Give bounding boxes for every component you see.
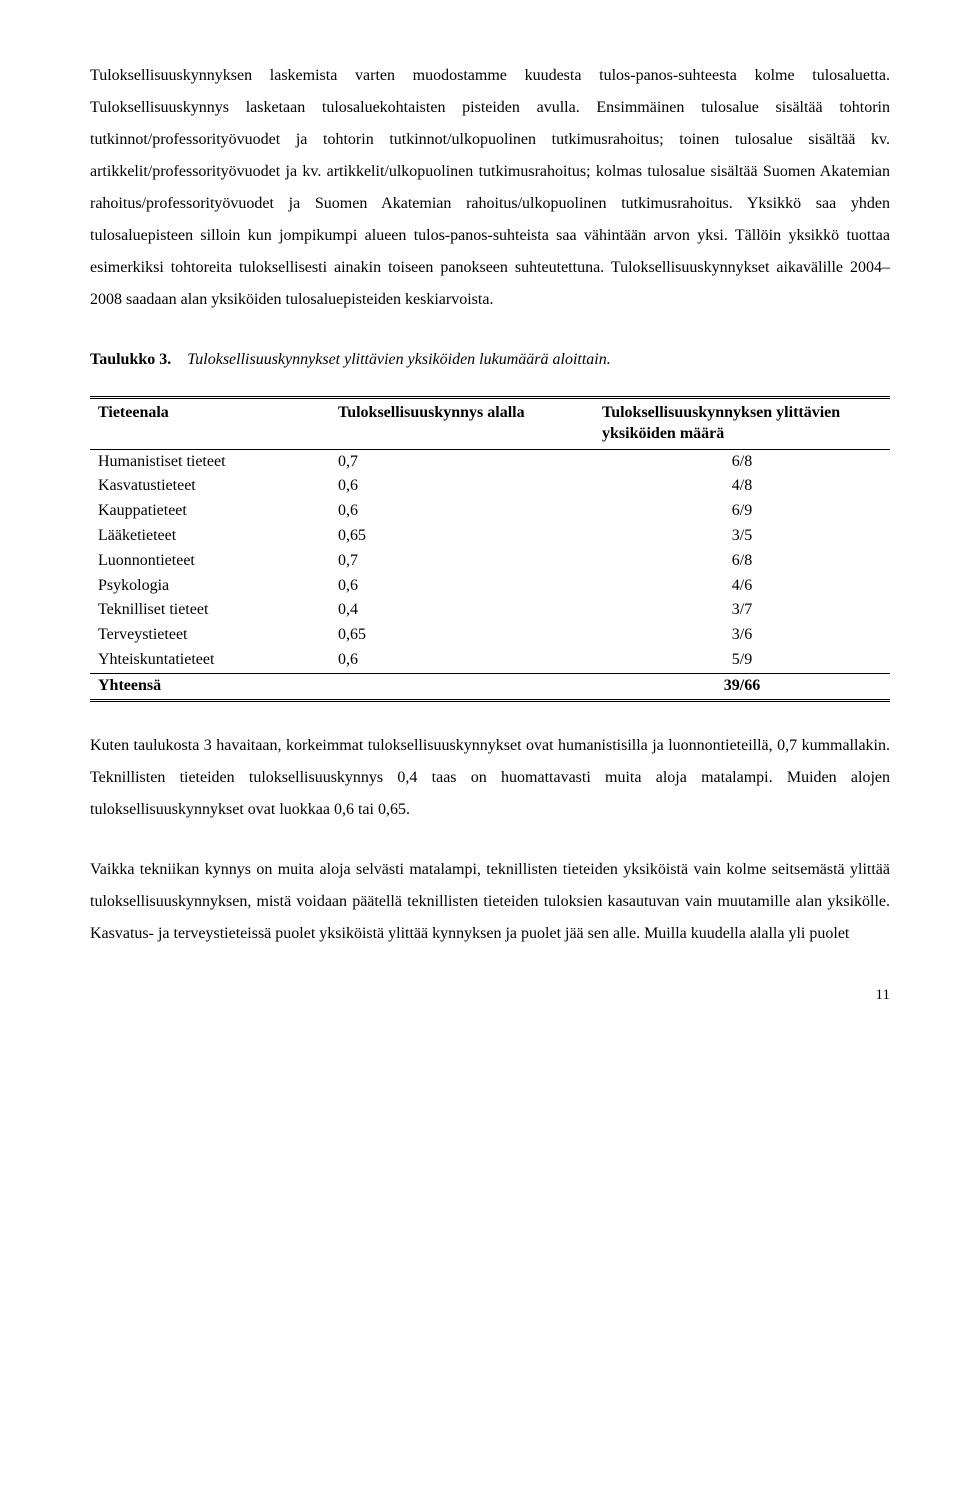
col-header-threshold: Tuloksellisuuskynnys alalla [330,398,594,450]
cell-count: 3/5 [594,524,890,549]
table-caption-text: Tuloksellisuuskynnykset ylittävien yksik… [187,351,610,368]
cell-total-label: Yhteensä [90,673,330,700]
table-caption-label: Taulukko 3. [90,351,171,368]
cell-threshold: 0,6 [330,648,594,673]
table-row: Psykologia 0,6 4/6 [90,574,890,599]
table-header-row: Tieteenala Tuloksellisuuskynnys alalla T… [90,398,890,450]
cell-count: 6/9 [594,499,890,524]
paragraph-1: Tuloksellisuuskynnyksen laskemista varte… [90,60,890,316]
table-row: Kauppatieteet 0,6 6/9 [90,499,890,524]
cell-threshold: 0,4 [330,598,594,623]
cell-count: 5/9 [594,648,890,673]
cell-count: 4/8 [594,474,890,499]
cell-count: 6/8 [594,449,890,474]
table-total-row: Yhteensä 39/66 [90,673,890,700]
table-row: Lääketieteet 0,65 3/5 [90,524,890,549]
table-row: Kasvatustieteet 0,6 4/8 [90,474,890,499]
table-3: Tieteenala Tuloksellisuuskynnys alalla T… [90,396,890,702]
table-row: Humanistiset tieteet 0,7 6/8 [90,449,890,474]
table-row: Terveystieteet 0,65 3/6 [90,623,890,648]
col-header-count: Tuloksellisuuskynnyksen ylittävien yksik… [594,398,890,450]
cell-threshold: 0,65 [330,524,594,549]
cell-threshold: 0,65 [330,623,594,648]
table-row: Teknilliset tieteet 0,4 3/7 [90,598,890,623]
page-number: 11 [90,980,890,1010]
cell-threshold: 0,6 [330,499,594,524]
cell-field: Terveystieteet [90,623,330,648]
cell-count: 6/8 [594,549,890,574]
cell-threshold: 0,7 [330,549,594,574]
paragraph-3: Vaikka tekniikan kynnys on muita aloja s… [90,854,890,950]
cell-threshold: 0,6 [330,574,594,599]
cell-field: Yhteiskuntatieteet [90,648,330,673]
table-row: Yhteiskuntatieteet 0,6 5/9 [90,648,890,673]
cell-count: 3/6 [594,623,890,648]
cell-field: Kauppatieteet [90,499,330,524]
cell-threshold: 0,7 [330,449,594,474]
cell-count: 3/7 [594,598,890,623]
cell-count: 4/6 [594,574,890,599]
cell-threshold: 0,6 [330,474,594,499]
cell-field: Luonnontieteet [90,549,330,574]
cell-field: Kasvatustieteet [90,474,330,499]
cell-total-count: 39/66 [594,673,890,700]
cell-field: Psykologia [90,574,330,599]
table-row: Luonnontieteet 0,7 6/8 [90,549,890,574]
cell-total-threshold [330,673,594,700]
cell-field: Lääketieteet [90,524,330,549]
cell-field: Teknilliset tieteet [90,598,330,623]
cell-field: Humanistiset tieteet [90,449,330,474]
paragraph-2: Kuten taulukosta 3 havaitaan, korkeimmat… [90,730,890,826]
col-header-field: Tieteenala [90,398,330,450]
table-caption: Taulukko 3. Tuloksellisuuskynnykset ylit… [90,344,890,376]
